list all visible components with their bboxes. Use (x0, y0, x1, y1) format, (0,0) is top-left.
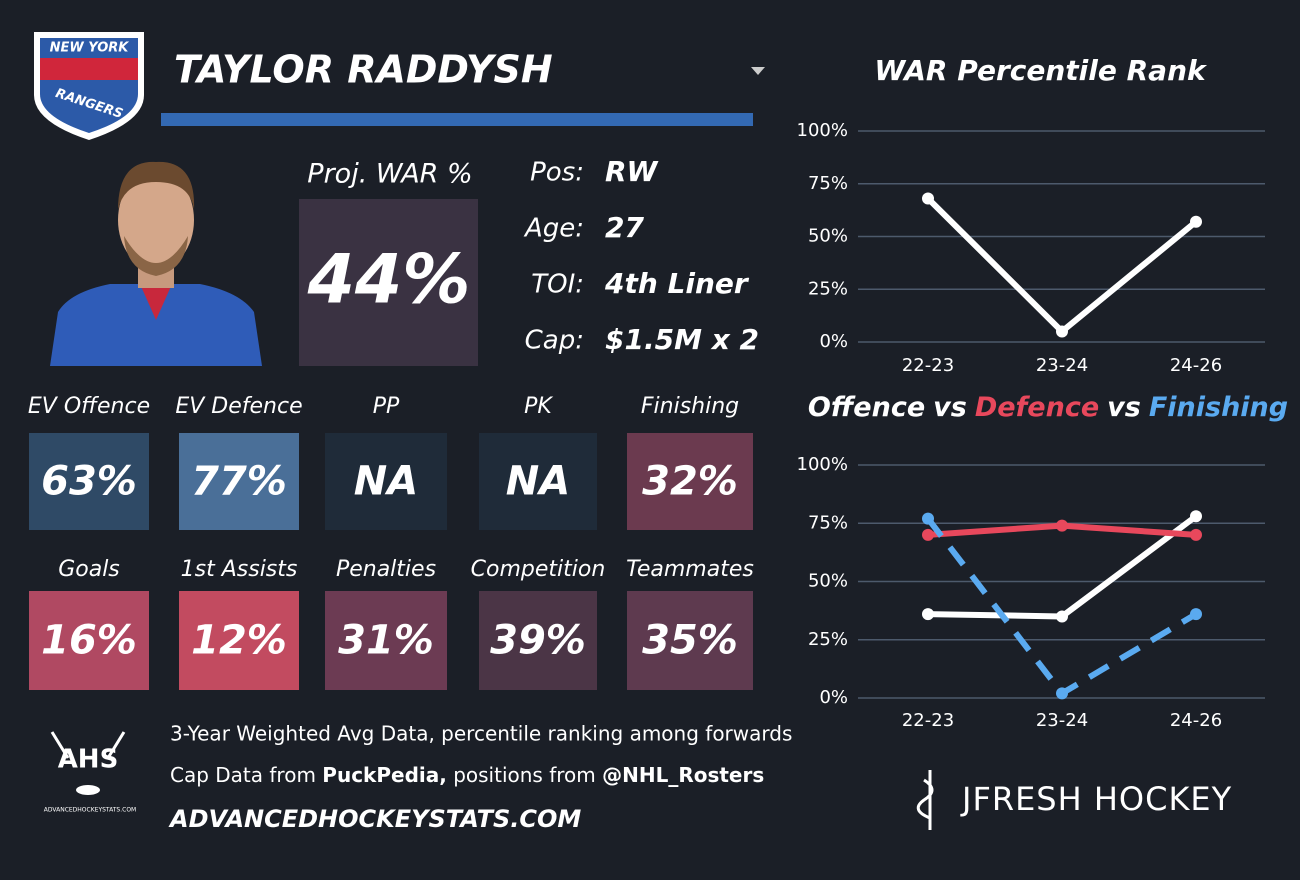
tile-value: 63% (41, 459, 137, 505)
name-underline (161, 113, 753, 126)
info-value: RW (605, 155, 659, 188)
tile-box (179, 591, 299, 690)
data-point (1056, 519, 1068, 532)
tile-label: PP (373, 394, 400, 419)
tile-value: 35% (642, 618, 738, 664)
ahs-logo-subtext: ADVANCEDHOCKEYSTATS.COM (44, 807, 136, 814)
player-photo (50, 161, 262, 366)
footer-text-part: @NHL_Rosters (602, 763, 764, 787)
y-tick-label: 0% (819, 331, 848, 352)
tile-box (179, 433, 299, 530)
ahs-logo-text: AHS (58, 745, 119, 775)
y-tick-label: 50% (808, 571, 848, 592)
y-tick-label: 0% (819, 687, 848, 708)
chart-title: WAR Percentile Rank (874, 54, 1208, 87)
data-point (1190, 528, 1202, 541)
y-tick-label: 75% (808, 173, 848, 194)
player-name: TAYLOR RADDYSH (174, 48, 553, 92)
info-value: 4th Liner (604, 267, 750, 300)
x-tick-label: 23-24 (1036, 355, 1088, 376)
y-tick-label: 25% (808, 629, 848, 650)
tile-label: Penalties (336, 557, 436, 582)
y-tick-label: 50% (808, 226, 848, 247)
title-series-name: Finishing (1149, 392, 1288, 423)
title-joiner: vs (933, 392, 967, 423)
footer-text-part: positions from (447, 763, 602, 787)
data-point (1190, 608, 1202, 621)
tile-label: Teammates (626, 557, 754, 582)
info-label: Pos: (530, 158, 584, 188)
footer-website: ADVANCEDHOCKEYSTATS.COM (168, 805, 581, 833)
x-tick-label: 24-26 (1170, 355, 1222, 376)
data-point (922, 528, 934, 541)
x-tick-label: 22-23 (902, 355, 954, 376)
tile-box (627, 433, 753, 530)
jfresh-logo (916, 770, 934, 830)
data-point (922, 608, 934, 621)
chart2-title: Offence vs Defence vs Finishing (808, 392, 1288, 423)
footer-line2: Cap Data from PuckPedia, positions from … (170, 763, 764, 787)
footer-line1: 3-Year Weighted Avg Data, percentile ran… (170, 722, 792, 746)
y-tick-label: 100% (797, 454, 848, 475)
footer-text-part: PuckPedia, (322, 763, 447, 787)
ahs-logo: AHS ADVANCEDHOCKEYSTATS.COM (44, 731, 136, 814)
tile-label: Competition (471, 557, 606, 582)
tile-value: 16% (41, 618, 137, 664)
title-series-name: Offence (808, 392, 925, 423)
tile-box (479, 433, 597, 530)
y-tick-label: 25% (808, 278, 848, 299)
tile-box (29, 433, 149, 530)
tile-label: EV Defence (175, 394, 302, 419)
proj-war-box (299, 199, 478, 366)
tile-value: 12% (191, 618, 287, 664)
y-tick-label: 100% (797, 120, 848, 141)
tile-label: 1st Assists (181, 557, 298, 582)
tile-box (325, 591, 447, 690)
tile-label: Finishing (641, 394, 739, 419)
info-value: $1.5M x 2 (605, 323, 759, 356)
data-point (1056, 687, 1068, 700)
data-point (922, 192, 934, 205)
info-label: TOI: (531, 270, 584, 300)
x-tick-label: 23-24 (1036, 710, 1088, 731)
data-point (1190, 215, 1202, 228)
tile-box (325, 433, 447, 530)
tile-value: NA (506, 459, 570, 505)
tile-value: 39% (490, 618, 586, 664)
tile-value: NA (354, 459, 418, 505)
y-tick-label: 75% (808, 512, 848, 533)
data-point (1190, 510, 1202, 523)
proj-war-value: 44% (307, 241, 471, 320)
team-name-line1: NEW YORK (50, 41, 130, 56)
tile-box (627, 591, 753, 690)
info-label: Age: (523, 214, 584, 244)
x-tick-label: 22-23 (902, 710, 954, 731)
brand-name: JFRESH HOCKEY (960, 780, 1232, 818)
tile-label: PK (524, 394, 553, 419)
tile-box (479, 591, 597, 690)
footer-text-part: Cap Data from (170, 763, 322, 787)
info-label: Cap: (525, 326, 584, 356)
data-point (1056, 610, 1068, 623)
x-tick-label: 24-26 (1170, 710, 1222, 731)
info-value: 27 (605, 211, 644, 244)
tile-value: 31% (338, 618, 434, 664)
tile-value: 77% (191, 459, 287, 505)
title-joiner: vs (1107, 392, 1141, 423)
tile-value: 32% (642, 459, 738, 505)
data-point (1056, 325, 1068, 338)
dropdown-arrow[interactable] (751, 67, 765, 75)
tile-box (29, 591, 149, 690)
data-point (922, 512, 934, 525)
team-logo: NEW YORK RANGERS (34, 32, 144, 140)
proj-war-label: Proj. WAR % (307, 159, 472, 190)
title-series-name: Defence (975, 392, 1099, 423)
tile-label: Goals (58, 557, 120, 582)
tile-label: EV Offence (28, 394, 150, 419)
